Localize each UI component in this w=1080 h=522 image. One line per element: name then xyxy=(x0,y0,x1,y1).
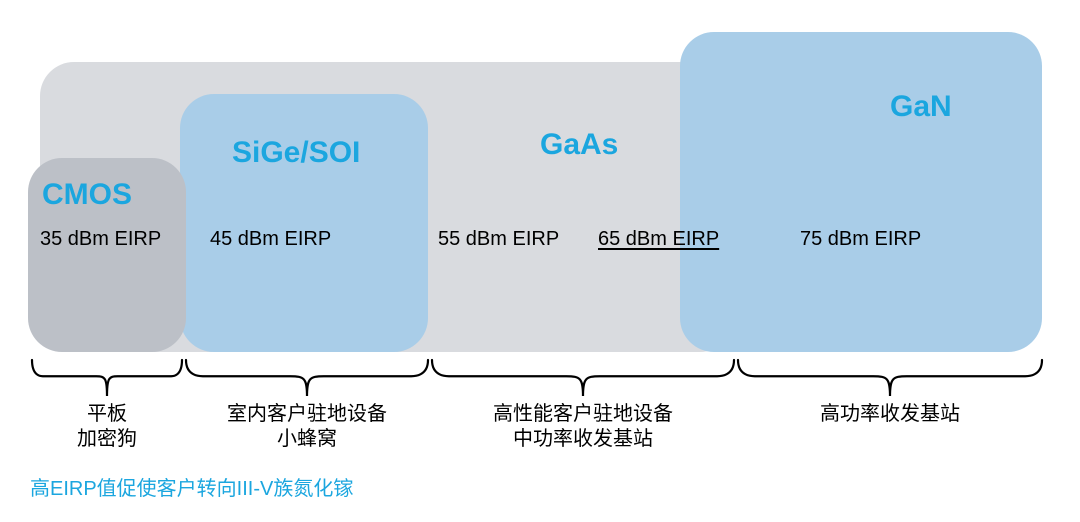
eirp-75: 75 dBm EIRP xyxy=(800,228,921,251)
diagram-stage: CMOS SiGe/SOI GaAs GaN 35 dBm EIRP 45 dB… xyxy=(0,0,1080,522)
category-3: 高性能客户驻地设备 中功率收发基站 xyxy=(493,402,673,452)
brace-2 xyxy=(186,358,428,400)
footer-note: 高EIRP值促使客户转向III-V族氮化镓 xyxy=(30,472,353,501)
eirp-45: 45 dBm EIRP xyxy=(210,228,331,251)
title-cmos: CMOS xyxy=(42,178,132,212)
title-gan: GaN xyxy=(890,90,952,124)
brace-1 xyxy=(32,358,182,400)
box-sige xyxy=(180,94,428,352)
category-2: 室内客户驻地设备 小蜂窝 xyxy=(227,402,387,452)
title-gaas: GaAs xyxy=(540,128,618,162)
category-1: 平板 加密狗 xyxy=(77,402,137,452)
brace-4 xyxy=(738,358,1042,400)
category-4: 高功率收发基站 xyxy=(820,402,960,427)
box-gan xyxy=(680,32,1042,352)
eirp-55: 55 dBm EIRP xyxy=(438,228,559,251)
brace-3 xyxy=(432,358,734,400)
eirp-35: 35 dBm EIRP xyxy=(40,228,161,251)
eirp-65: 65 dBm EIRP xyxy=(598,228,719,251)
title-sige: SiGe/SOI xyxy=(232,136,360,170)
